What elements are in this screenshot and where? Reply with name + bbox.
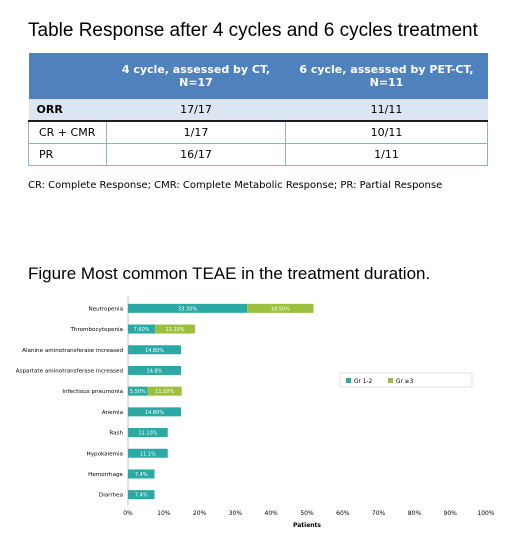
table-header-row: 4 cycle, assessed by CT, N=17 6 cycle, a… [28, 53, 488, 99]
bar-segment [128, 303, 248, 313]
table-title: Table Response after 4 cycles and 6 cycl… [28, 20, 478, 41]
category-label: Thrombocytopenia [69, 327, 123, 333]
category-label: Aspartate aminotransferase increased [16, 368, 124, 374]
bar-segment [247, 303, 314, 313]
x-tick-label: 10% [157, 510, 171, 517]
data-label: 14.80% [145, 348, 164, 354]
category-label: Neutropenia [89, 306, 123, 312]
bar-segment [155, 324, 195, 334]
bar-segment [128, 407, 181, 417]
x-tick-label: 20% [193, 510, 207, 517]
bar-segment [128, 448, 168, 458]
x-axis-label: Patients [293, 522, 321, 529]
table-cell: 10/11 [284, 121, 489, 144]
bar-segment [128, 490, 155, 500]
category-label: Rash [109, 431, 123, 437]
bar-segment [128, 345, 181, 355]
table-cell: PR [28, 143, 107, 166]
data-label: 7.60% [134, 327, 150, 333]
bar-segment [128, 386, 148, 396]
category-label: Anemia [102, 410, 123, 416]
table-cell: ORR [28, 99, 107, 122]
table-header-cell: 4 cycle, assessed by CT, N=17 [106, 53, 286, 99]
data-label: 11.10% [138, 431, 157, 437]
bar-segment [128, 428, 168, 438]
table-row: CR + CMR 1/17 10/11 [28, 121, 489, 144]
data-label: 33.30% [178, 306, 197, 312]
legend-swatch [388, 378, 393, 383]
x-tick-label: 90% [444, 510, 458, 517]
x-tick-label: 30% [229, 510, 243, 517]
table-cell: 1/17 [106, 121, 286, 144]
bar-segment [147, 386, 182, 396]
data-label: 18.50% [271, 306, 290, 312]
data-label: 11.10% [166, 327, 185, 333]
bar-segment [128, 365, 181, 375]
teae-bar-chart: Neutropenia 33.30% 18.50% Thrombocytopenia 7… [16, 296, 495, 529]
data-label: 14.8% [147, 368, 163, 374]
category-label: Alanine aminotransferase increased [22, 348, 123, 354]
table-cell: 1/11 [284, 143, 489, 166]
data-label: 7.4% [135, 493, 148, 499]
table-header-cell [28, 53, 107, 99]
category-label: Hemorrhage [88, 472, 123, 478]
x-tick-label: 70% [372, 510, 386, 517]
table-cell: CR + CMR [28, 121, 107, 144]
legend-label: Gr 1-2 [354, 379, 372, 385]
table-header-cell: 6 cycle, assessed by PET-CT, N=11 [285, 53, 488, 99]
figure-title: Figure Most common TEAE in the treatment… [28, 264, 431, 283]
data-label: 11.1% [140, 451, 156, 457]
x-tick-label: 50% [300, 510, 314, 517]
table-row: PR 16/17 1/11 [28, 143, 489, 166]
table-cell: 16/17 [106, 143, 286, 166]
table-cell: 17/17 [106, 99, 286, 122]
category-label: Infectious pneumonia [62, 389, 123, 395]
data-label: 5.50% [130, 389, 146, 395]
legend-swatch [346, 378, 351, 383]
category-label: Hypokalemia [87, 451, 124, 457]
x-tick-label: 40% [265, 510, 279, 517]
table-cell: 11/11 [285, 99, 488, 122]
x-tick-label: 100% [477, 510, 494, 517]
x-tick-label: 60% [336, 510, 350, 517]
data-label: 7.4% [135, 472, 148, 478]
table-row: ORR 17/17 11/11 [28, 99, 488, 122]
table-footnote: CR: Complete Response; CMR: Complete Met… [28, 180, 443, 191]
x-tick-label: 80% [408, 510, 422, 517]
bar-segment [128, 324, 156, 334]
bar-segment [128, 469, 155, 479]
legend-box [339, 372, 473, 388]
x-tick-label: 0% [123, 510, 133, 517]
legend-label: Gr ≥3 [396, 379, 414, 385]
response-table: 4 cycle, assessed by CT, N=17 6 cycle, a… [28, 53, 489, 166]
data-label: 11.10% [155, 389, 174, 395]
category-label: Diarrhea [99, 493, 123, 499]
data-label: 14.80% [145, 410, 164, 416]
